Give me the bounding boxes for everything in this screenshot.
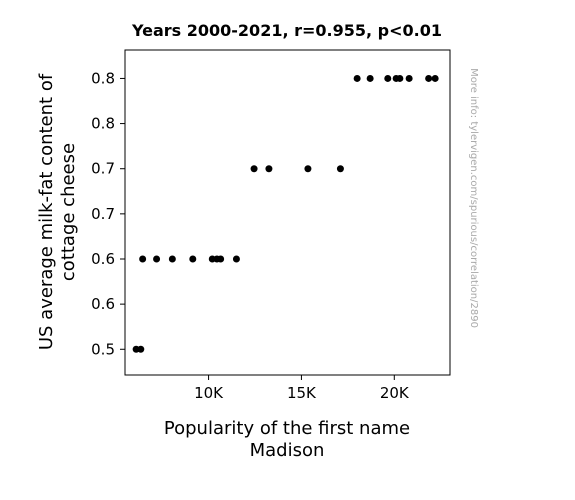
data-point xyxy=(189,255,197,263)
data-point xyxy=(217,255,225,263)
y-tick-label: 0.6 xyxy=(91,250,115,268)
data-point xyxy=(265,165,273,173)
data-point xyxy=(232,255,240,263)
x-tick-label: 20K xyxy=(380,384,410,402)
y-tick-label: 0.7 xyxy=(91,160,115,178)
data-point xyxy=(396,74,404,82)
data-point xyxy=(139,255,147,263)
y-tick-label: 0.6 xyxy=(91,295,115,313)
x-tick-label: 10K xyxy=(194,384,224,402)
data-point xyxy=(384,74,392,82)
x-axis-label-line-1: Popularity of the first name xyxy=(164,418,410,439)
y-tick-label: 0.8 xyxy=(91,69,115,87)
source-watermark: More info: tylervigen.com/spurious/corre… xyxy=(468,68,479,328)
data-point xyxy=(168,255,176,263)
y-tick-label: 0.8 xyxy=(91,115,115,133)
data-point xyxy=(353,74,361,82)
data-point xyxy=(250,165,258,173)
y-tick-label: 0.7 xyxy=(91,205,115,223)
plot-area xyxy=(124,49,451,376)
y-axis-label-line-1: US average milk-fat content of xyxy=(36,73,57,350)
data-point xyxy=(153,255,161,263)
data-point xyxy=(431,74,439,82)
y-tick-label: 0.5 xyxy=(91,340,115,358)
data-point xyxy=(304,165,312,173)
chart-title: Years 2000-2021, r=0.955, p<0.01 xyxy=(131,21,442,40)
data-point xyxy=(137,345,145,353)
data-point xyxy=(336,165,344,173)
y-axis-label-line-2: cottage cheese xyxy=(58,143,79,281)
data-point xyxy=(366,74,374,82)
data-point xyxy=(405,74,413,82)
x-axis-label-line-2: Madison xyxy=(250,440,325,461)
x-tick-label: 15K xyxy=(287,384,317,402)
data-points xyxy=(132,74,439,353)
x-axis-ticks: 10K 15K 20K xyxy=(194,375,410,402)
data-point xyxy=(425,74,433,82)
y-axis-ticks: 0.5 0.6 0.6 0.7 0.7 0.8 0.8 xyxy=(91,69,125,358)
